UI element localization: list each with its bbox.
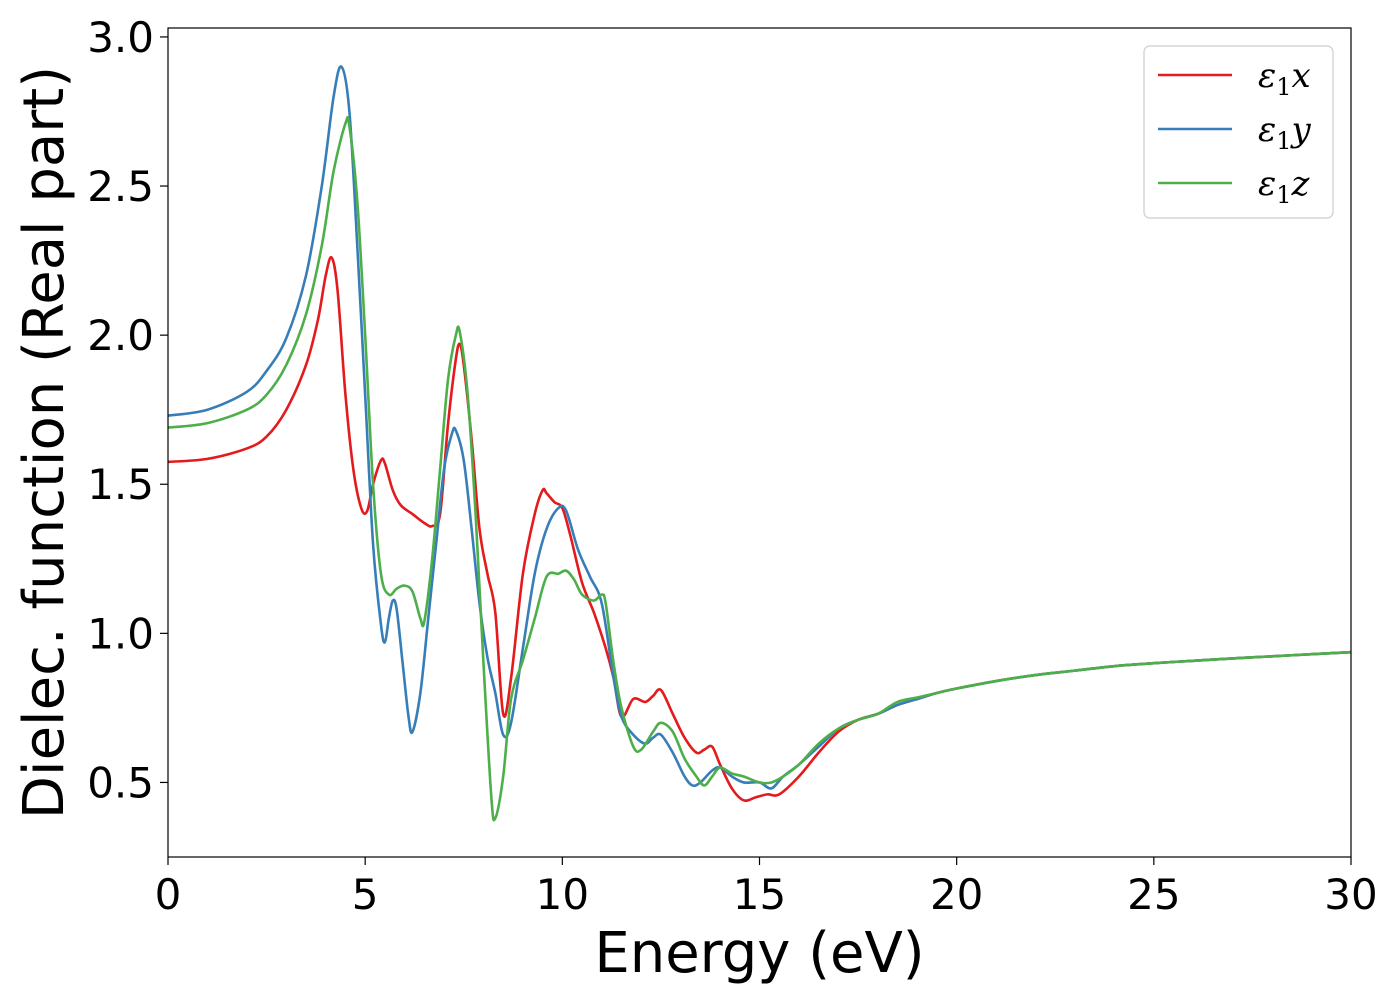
y-axis-ticks: 0.5 1.0 1.5 2.0 2.5 3.0 (87, 13, 168, 807)
y-tick-label: 3.0 (87, 13, 154, 62)
y-tick-label: 1.5 (87, 460, 154, 509)
legend-label-y: ε1y (1258, 110, 1312, 155)
x-axis-ticks: 0 5 10 15 20 25 30 (155, 857, 1378, 919)
y-axis-label: Dielec. function (Real part) (12, 66, 77, 819)
series-line-y (168, 65, 1351, 790)
legend-label-z: ε1z (1258, 164, 1311, 209)
x-tick-label: 10 (536, 870, 589, 919)
series-line-x (168, 255, 1351, 802)
y-tick-label: 1.0 (87, 609, 154, 658)
legend-label-x: ε1x (1258, 56, 1311, 101)
x-tick-label: 25 (1127, 870, 1180, 919)
x-tick-label: 15 (733, 870, 786, 919)
y-tick-label: 2.5 (87, 162, 154, 211)
legend-box (1143, 45, 1334, 219)
series-layer (168, 65, 1351, 822)
x-tick-label: 20 (930, 870, 983, 919)
x-tick-label: 30 (1324, 870, 1377, 919)
y-tick-label: 2.0 (87, 311, 154, 360)
x-tick-label: 5 (352, 870, 379, 919)
y-tick-label: 0.5 (87, 758, 154, 807)
x-axis-label: Energy (eV) (594, 921, 924, 986)
x-tick-label: 0 (155, 870, 182, 919)
series-line-z (168, 115, 1351, 822)
legend: ε1x ε1y ε1z (1143, 45, 1334, 219)
